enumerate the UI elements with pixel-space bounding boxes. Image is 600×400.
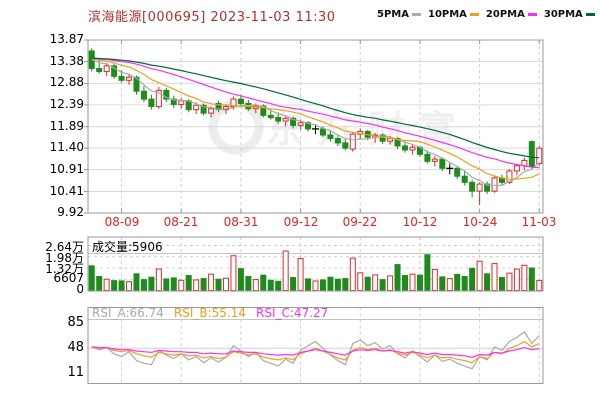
legend-item-30pma: 30PMA (544, 9, 595, 20)
price-axis-label: 13.38 (49, 54, 84, 68)
rsi-c-label: RSI_C:47.27 (256, 306, 329, 320)
volume-header: 成交量:5906 (92, 240, 163, 254)
rsi-axis-label: 48 (67, 340, 84, 355)
price-axis-label: 12.39 (49, 97, 84, 111)
date-axis-label: 09-12 (283, 215, 319, 229)
date-axis-label: 11-03 (521, 215, 557, 229)
legend-swatch-5pma-icon (411, 13, 421, 16)
svg-text:东方财富: 东方财富 (266, 108, 470, 151)
price-axis-label: 11.40 (49, 140, 84, 154)
volume-axis-label: 6607 (53, 271, 84, 285)
rsi-a-label: RSI_A:66.74 (92, 306, 164, 320)
price-axis-label: 10.41 (49, 184, 84, 198)
chart-title: 滨海能源[000695] 2023-11-03 11:30 (88, 10, 336, 25)
legend-swatch-30pma-icon (585, 13, 595, 16)
price-axis-label: 11.89 (49, 119, 84, 133)
ma-legend: 5PMA 10PMA 20PMA 30PMA (377, 9, 595, 20)
price-axis-label: 10.91 (49, 162, 84, 176)
price-axis-label: 12.88 (49, 75, 84, 89)
legend-item-10pma: 10PMA (428, 9, 479, 20)
volume-axis-label: 2.64万 (45, 240, 84, 254)
date-axis-label: 10-24 (462, 215, 498, 229)
volume-axis-label: 1.32万 (45, 262, 84, 276)
date-axis-label: 08-31 (223, 215, 259, 229)
legend-label-10pma: 10PMA (427, 9, 467, 20)
legend-item-20pma: 20PMA (486, 9, 537, 20)
legend-swatch-20pma-icon (527, 13, 537, 16)
date-axis-label: 08-21 (163, 215, 199, 229)
date-axis-label: 09-22 (342, 215, 378, 229)
volume-axis-label: 0 (76, 282, 84, 296)
volume-axis-label: 1.98万 (45, 251, 84, 265)
rsi-axis-label: 11 (67, 365, 84, 380)
price-axis-label: 9.92 (57, 205, 84, 219)
date-axis-label: 10-12 (402, 215, 438, 229)
rsi-b-label: RSI_B:55.14 (173, 306, 247, 320)
legend-label-20pma: 20PMA (485, 9, 525, 20)
legend-item-5pma: 5PMA (377, 9, 421, 20)
rsi-axis-label: 85 (67, 315, 84, 330)
price-axis-label: 13.87 (49, 32, 84, 46)
legend-label-5pma: 5PMA (377, 9, 409, 20)
legend-swatch-10pma-icon (469, 13, 479, 16)
legend-label-30pma: 30PMA (543, 9, 583, 20)
date-axis-label: 08-09 (104, 215, 140, 229)
rsi-header: RSI_A:66.74 RSI_B:55.14 RSI_C:47.27 (92, 306, 328, 320)
